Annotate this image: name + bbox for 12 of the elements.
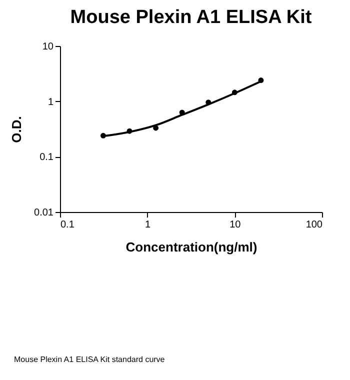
x-tick-label: 10	[230, 220, 242, 230]
y-tick-label: 10	[42, 42, 54, 52]
x-tick-label: 1	[145, 220, 152, 230]
y-tick-label: 1	[48, 96, 54, 108]
text: Mouse Plexin A1 ELISA Kit standard curve	[14, 355, 165, 364]
x-tick-label: 100	[306, 220, 323, 230]
y-axis-title: O.D.	[9, 116, 24, 143]
y-tick-label: 0.1	[40, 152, 54, 164]
y-tick-label: 0.01	[34, 208, 54, 218]
chart-title: Mouse Plexin A1 ELISA Kit	[70, 7, 312, 28]
x-axis-title: Concentration(ng/ml)	[126, 240, 258, 254]
x-tick-label: 0.1	[60, 220, 75, 230]
